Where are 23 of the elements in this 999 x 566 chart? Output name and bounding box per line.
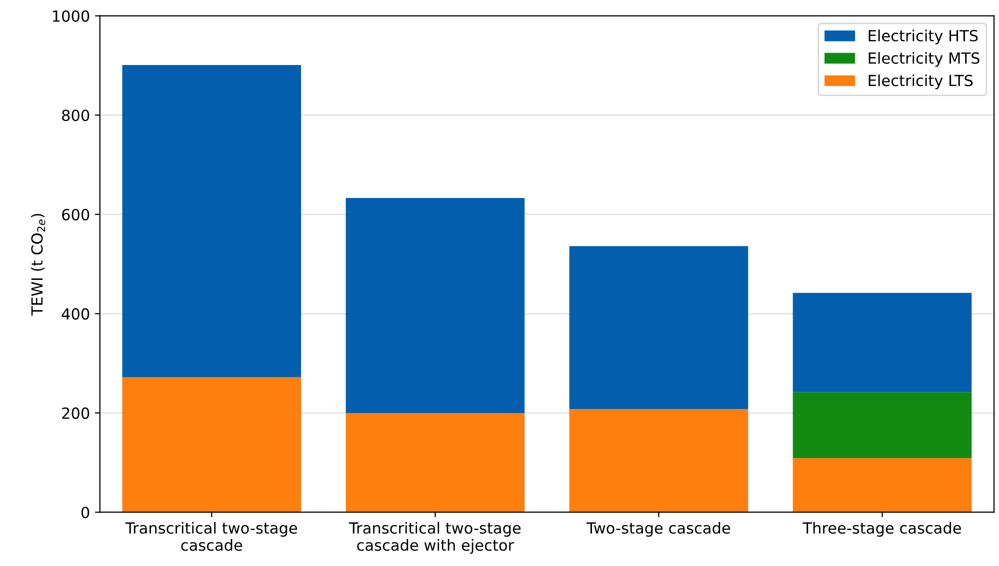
bar xyxy=(346,198,525,413)
legend-label: Electricity MTS xyxy=(868,52,980,67)
bar xyxy=(792,392,972,458)
y-tick-label: 200 xyxy=(62,407,90,419)
bar xyxy=(792,292,972,392)
x-tick-label: Three-stage cascade xyxy=(802,522,961,537)
legend-label: Electricity HTS xyxy=(868,30,978,44)
bar xyxy=(346,412,525,512)
bar xyxy=(569,246,748,409)
legend-label: Electricity LTS xyxy=(868,74,973,90)
y-tick-label: 800 xyxy=(62,110,90,122)
bar xyxy=(792,458,972,512)
y-tick-label: 600 xyxy=(62,208,90,220)
y-axis-title: TEWI (t CO$_{2e}$) xyxy=(30,214,46,316)
bar xyxy=(122,64,302,378)
x-tick-label: Transcritical two-stage cascade with ejector xyxy=(348,522,521,554)
bar xyxy=(122,377,302,512)
y-tick-label: 1000 xyxy=(52,10,90,22)
bar xyxy=(569,408,748,512)
y-tick-label: 400 xyxy=(62,308,90,320)
x-tick-label: Two-stage cascade xyxy=(586,522,730,537)
x-tick-label: Transcritical two-stage cascade xyxy=(125,522,298,551)
y-tick-label: 0 xyxy=(81,506,90,518)
